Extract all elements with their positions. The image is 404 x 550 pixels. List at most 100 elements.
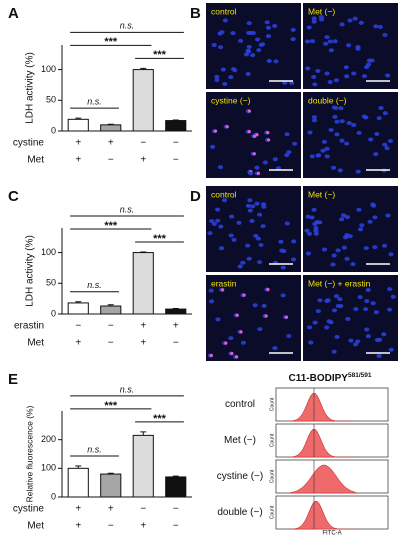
nucleus <box>373 24 379 29</box>
nucleus <box>280 293 286 298</box>
nucleus <box>328 320 334 325</box>
nucleus <box>331 308 338 313</box>
nucleus <box>265 25 272 30</box>
nucleus <box>222 82 228 87</box>
nucleus <box>209 219 215 224</box>
nucleus <box>220 67 226 72</box>
nucleus <box>365 62 372 67</box>
nucleus <box>372 215 378 220</box>
nucleus <box>377 24 383 29</box>
nucleus <box>245 203 251 208</box>
nucleus <box>305 39 311 44</box>
title-main: C11-BODIPY <box>289 373 349 384</box>
histogram-x-label: FITC-A <box>322 531 341 537</box>
condition-sign: + <box>75 155 81 166</box>
nucleus <box>371 203 377 208</box>
count-label: Count <box>269 397 275 411</box>
nucleus <box>211 221 218 226</box>
nucleus <box>272 346 278 351</box>
error-bar <box>140 251 147 253</box>
significance-label: n.s. <box>87 280 102 290</box>
dead-cell <box>247 130 251 134</box>
nucleus <box>330 165 337 170</box>
nucleus <box>247 208 253 213</box>
condition-sign: − <box>173 338 179 349</box>
nucleus <box>382 142 388 147</box>
nucleus <box>217 165 224 170</box>
bar <box>165 476 187 498</box>
nucleus <box>356 130 362 135</box>
nucleus <box>252 303 258 308</box>
nucleus <box>259 42 266 47</box>
condition-sign: − <box>108 155 114 166</box>
condition-sign: − <box>108 321 114 332</box>
nucleus <box>351 71 357 76</box>
nucleus <box>376 353 382 358</box>
nucleus <box>208 288 214 293</box>
nucleus <box>237 264 243 269</box>
nucleus <box>344 215 351 220</box>
significance-label: *** <box>153 233 167 245</box>
nucleus <box>257 260 263 265</box>
nucleus <box>282 80 288 85</box>
nucleus <box>311 19 317 24</box>
nucleus <box>260 202 267 207</box>
histogram-box <box>275 423 389 458</box>
nucleus <box>228 75 234 80</box>
nucleus <box>328 48 334 53</box>
nucleus <box>324 35 330 40</box>
nucleus <box>214 77 220 82</box>
nucleus <box>338 217 345 222</box>
nucleus <box>208 299 215 304</box>
nucleus <box>306 231 313 236</box>
nucleus <box>228 214 235 219</box>
bar <box>165 308 187 315</box>
nucleus <box>315 309 321 314</box>
nucleus <box>364 327 370 332</box>
condition-sign: + <box>140 321 146 332</box>
nucleus <box>365 334 372 339</box>
y-tick-label: 100 <box>41 463 56 473</box>
nucleus <box>315 68 321 73</box>
nucleus <box>247 198 253 203</box>
nucleus <box>305 66 311 71</box>
nucleus <box>385 73 391 78</box>
panel-letter: C <box>8 188 19 205</box>
nucleus <box>273 59 279 64</box>
nucleus <box>292 141 298 146</box>
nucleus <box>312 82 318 87</box>
dead-cell <box>221 288 225 292</box>
condition-name: erastin <box>14 321 44 332</box>
nucleus <box>344 141 350 146</box>
dead-cell <box>252 152 256 156</box>
histogram-peak <box>290 464 357 494</box>
nucleus <box>378 105 384 110</box>
nucleus <box>307 130 313 135</box>
nucleus <box>214 74 220 79</box>
condition-name: Met <box>27 521 44 532</box>
nucleus <box>370 301 376 306</box>
bar <box>165 120 187 132</box>
error-bar <box>140 67 147 70</box>
nucleus <box>325 298 331 303</box>
nucleus <box>266 58 272 63</box>
nucleus <box>372 245 378 250</box>
nucleus <box>327 39 333 44</box>
nucleus <box>246 256 252 261</box>
nucleus <box>314 220 320 225</box>
nucleus <box>240 260 246 265</box>
nucleus <box>218 224 224 229</box>
nucleus <box>337 168 343 173</box>
tile-label: double (−) <box>308 95 347 105</box>
nucleus <box>356 207 362 212</box>
nucleus <box>357 295 363 300</box>
nucleus <box>340 213 347 218</box>
nucleus <box>364 299 370 304</box>
nucleus <box>334 132 340 137</box>
dead-cell <box>256 171 261 175</box>
nucleus <box>390 294 396 299</box>
nucleus <box>321 247 328 252</box>
dead-cell <box>225 125 229 129</box>
y-tick-label: 50 <box>46 95 56 105</box>
nucleus <box>381 243 388 248</box>
